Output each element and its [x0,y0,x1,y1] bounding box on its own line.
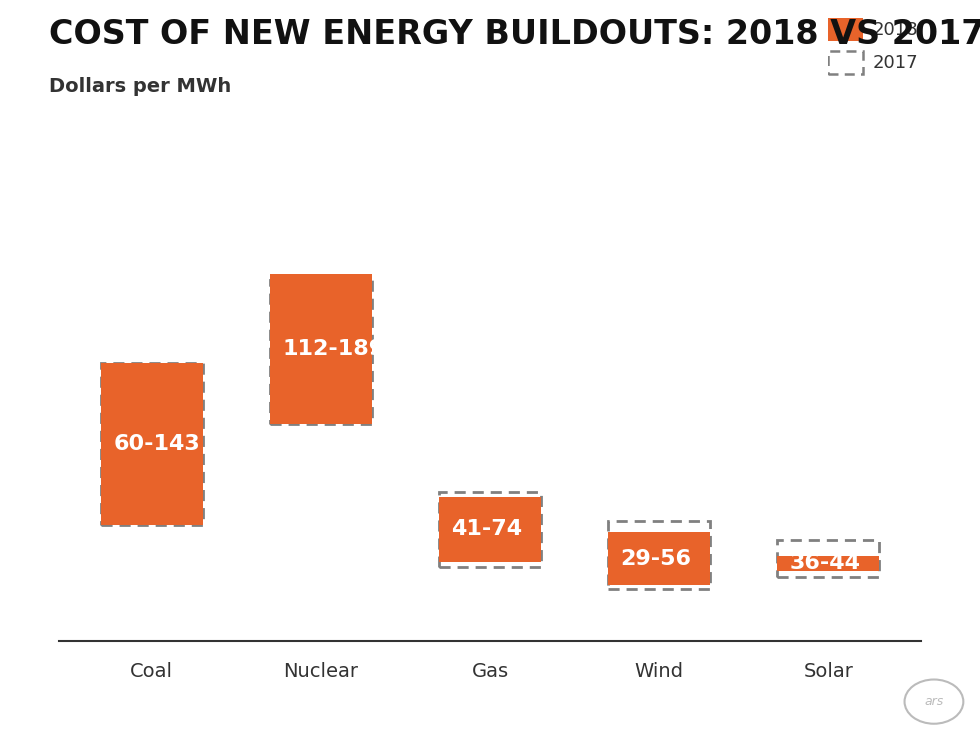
Text: 41-74: 41-74 [452,520,522,539]
Text: 36-44: 36-44 [790,553,860,573]
Bar [439,497,541,562]
Text: COST OF NEW ENERGY BUILDOUTS: 2018 VS 2017: COST OF NEW ENERGY BUILDOUTS: 2018 VS 20… [49,18,980,52]
Bar [101,363,203,525]
Text: ars: ars [924,695,944,708]
Bar [777,540,879,577]
Bar [609,532,710,585]
Bar [609,521,710,589]
Text: 2017: 2017 [873,54,918,71]
Text: 112-189: 112-189 [282,339,384,359]
Bar [828,18,863,41]
Text: 29-56: 29-56 [620,548,692,569]
Text: 2018: 2018 [873,21,918,38]
Text: 60-143: 60-143 [114,434,200,454]
Bar [101,363,203,525]
Bar [828,51,863,74]
Bar [270,274,371,424]
Bar [777,556,879,571]
Bar [439,492,541,567]
Bar [270,280,371,424]
Text: Dollars per MWh: Dollars per MWh [49,77,231,97]
